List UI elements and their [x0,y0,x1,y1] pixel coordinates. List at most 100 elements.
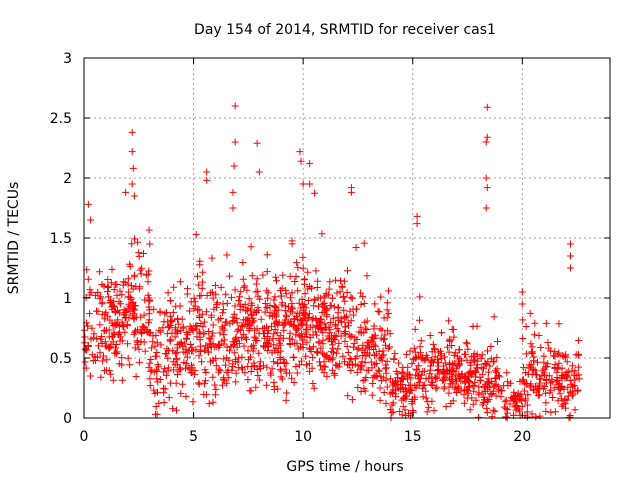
data-point [425,403,433,411]
data-point [270,330,278,338]
data-point [501,398,509,406]
data-point [372,360,380,367]
data-point [108,305,116,313]
data-point [540,358,548,366]
data-point [240,330,248,338]
data-point [229,338,237,346]
data-point [514,389,522,397]
data-point [115,298,123,306]
data-point [282,286,290,294]
y-tick-label: 1.5 [50,231,72,247]
data-point [179,342,187,350]
data-point [542,407,550,415]
data-point [472,396,480,404]
data-point [100,282,108,290]
data-point [196,336,204,344]
data-point [302,317,310,325]
data-point [335,339,343,347]
data-point [343,312,351,320]
data-point [353,368,361,376]
data-point [497,386,505,394]
data-point [130,330,138,338]
data-point [254,372,262,379]
data-point [330,370,338,377]
data-point [390,356,398,363]
data-point [195,281,203,289]
data-point [421,367,429,375]
data-point [543,363,551,371]
data-point [308,316,316,324]
data-point [448,342,456,349]
data-point [340,306,348,314]
data-point [198,310,206,318]
data-point [126,260,134,268]
data-point [157,341,165,349]
data-point [344,267,351,275]
data-point [416,293,424,301]
data-point [209,398,217,406]
grid-lines [84,58,610,418]
data-point [482,174,490,182]
data-point [129,312,137,320]
data-point [371,352,378,359]
data-point [233,319,241,327]
data-point [305,310,313,318]
data-point [176,302,184,310]
data-point [550,384,558,392]
data-point [205,400,213,408]
data-point [104,312,112,320]
data-point [398,368,406,376]
data-point [157,328,165,336]
data-point [172,379,180,387]
data-point [380,389,388,396]
data-point [252,288,260,296]
data-point [491,374,499,382]
data-point [357,323,365,331]
data-point [104,276,112,283]
data-point [113,291,121,299]
data-point [370,372,378,380]
data-point [165,394,173,402]
data-point [130,192,138,200]
data-point [128,240,136,248]
data-point [126,294,134,302]
data-point [278,375,286,383]
data-point [235,354,243,362]
data-point [256,365,264,373]
data-point [146,359,154,367]
data-point [277,367,285,375]
data-point [294,326,302,334]
x-tick-label: 5 [189,429,198,445]
data-point [126,361,134,369]
data-point [170,366,178,374]
data-point [441,353,448,361]
data-point [446,359,454,367]
data-point [476,373,484,381]
data-point [537,344,545,351]
data-point [334,345,342,353]
data-point [193,333,201,341]
data-point [531,319,539,327]
data-point [232,315,240,322]
data-point [238,334,246,342]
data-point [253,275,261,283]
data-point [87,216,95,224]
data-point [256,358,264,366]
data-point [232,378,240,386]
data-point [189,398,197,406]
data-point [232,369,240,377]
data-point [176,278,184,286]
data-point [282,396,290,404]
data-point [309,353,317,361]
data-point [465,369,473,377]
data-point [361,358,369,366]
data-point [313,284,321,291]
data-point [202,308,210,316]
data-point [406,381,414,389]
data-point [147,329,155,337]
data-point [145,294,153,302]
data-point [348,396,356,404]
data-point [455,374,463,382]
data-point [337,332,345,340]
data-point [177,339,185,347]
